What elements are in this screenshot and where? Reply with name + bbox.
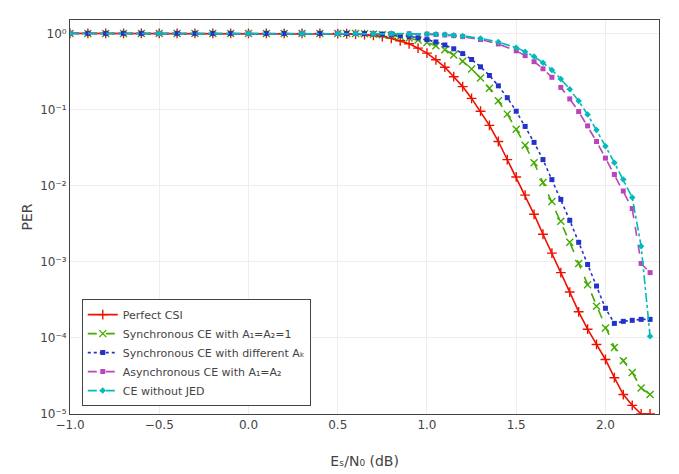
svg-text:0.0: 0.0 (239, 418, 258, 432)
svg-text:10⁰: 10⁰ (47, 27, 67, 41)
svg-text:Asynchronous CE with A₁=A₂: Asynchronous CE with A₁=A₂ (123, 366, 282, 379)
svg-text:Synchronous CE with A₁=A₂=1: Synchronous CE with A₁=A₂=1 (123, 328, 292, 341)
svg-text:10⁻³: 10⁻³ (40, 255, 67, 269)
svg-text:−1.0: −1.0 (55, 418, 84, 432)
svg-text:−0.5: −0.5 (145, 418, 174, 432)
svg-text:1.5: 1.5 (507, 418, 526, 432)
svg-text:10⁻⁴: 10⁻⁴ (40, 331, 67, 345)
svg-text:PER: PER (19, 203, 35, 230)
svg-text:2.0: 2.0 (596, 418, 615, 432)
svg-text:Perfect CSI: Perfect CSI (123, 309, 183, 322)
svg-text:1.0: 1.0 (417, 418, 436, 432)
svg-text:0.5: 0.5 (328, 418, 347, 432)
svg-text:10⁻¹: 10⁻¹ (40, 103, 67, 117)
svg-text:CE without JED: CE without JED (123, 385, 205, 398)
svg-text:10⁻⁵: 10⁻⁵ (40, 407, 67, 421)
svg-text:Synchronous CE with different: Synchronous CE with different Aₖ (123, 347, 305, 360)
svg-text:Eₛ/N₀ (dB): Eₛ/N₀ (dB) (330, 453, 399, 469)
svg-text:10⁻²: 10⁻² (40, 179, 67, 193)
